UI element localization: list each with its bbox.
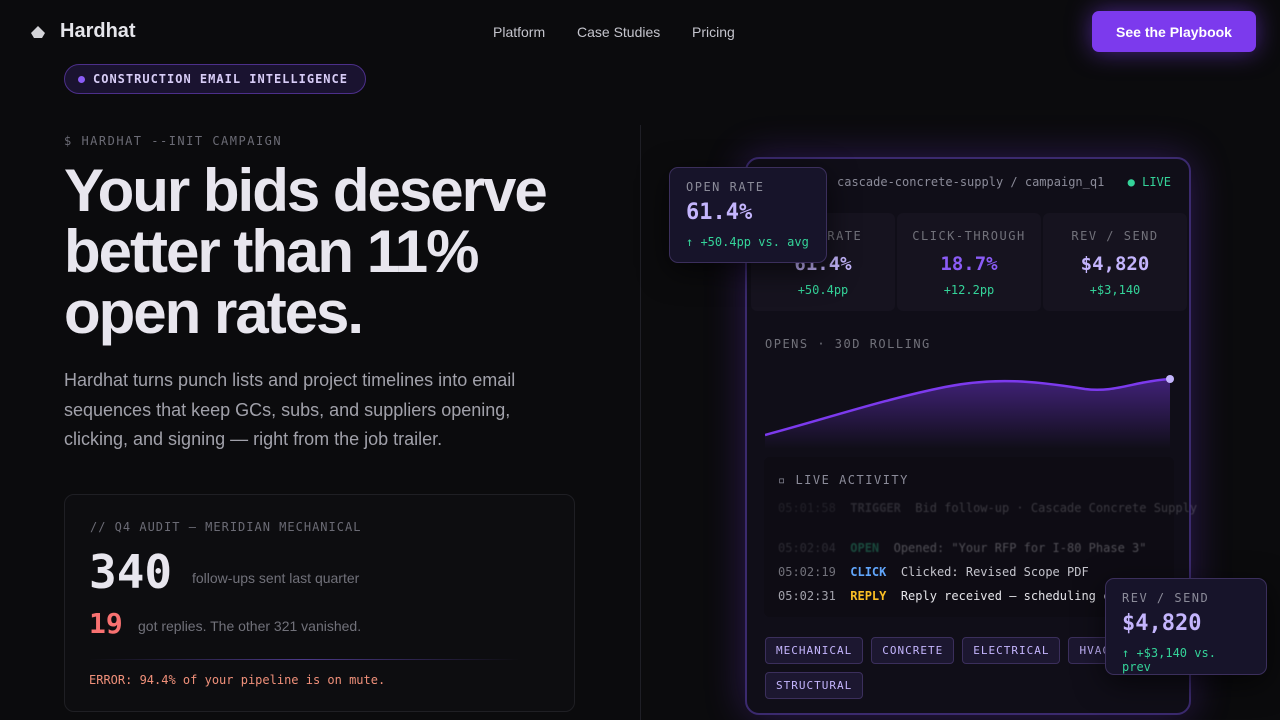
float-delta: ↑ +$3,140 vs. prev [1122, 646, 1216, 674]
metric-delta: +12.2pp [943, 283, 995, 297]
float-label: REV / SEND [1122, 591, 1210, 605]
hero-body: Hardhat turns punch lists and project ti… [64, 370, 516, 449]
event: TRIGGER [850, 501, 901, 515]
tag[interactable]: CONCRETE [871, 637, 955, 664]
headline: Your bids deserve better than 11% open r… [64, 157, 548, 346]
float-card: REV / SEND $4,820 ↑ +$3,140 vs. prev [1105, 578, 1267, 675]
headline-line: better than 11% [64, 218, 479, 285]
activity-panel: ▫ LIVE ACTIVITY 05:01:58 TRIGGER Bid fol… [764, 457, 1197, 617]
detail: Clicked: Revised Scope PDF [900, 565, 1089, 579]
metric-delta: +$3,140 [1089, 283, 1141, 297]
metric-value: 18.7% [940, 253, 998, 275]
activity-row: 05:02:19 CLICK Clicked: Revised Scope PD… [778, 565, 1089, 579]
metric-label: CLICK-THROUGH [912, 229, 1026, 243]
audit-card: // Q4 AUDIT — MERIDIAN MECHANICAL 340 fo… [64, 494, 575, 712]
float-value: $4,820 [1122, 611, 1202, 636]
activity-row: 05:01:58 TRIGGER Bid follow-up · Cascade… [778, 501, 1197, 515]
live-text: LIVE [1142, 175, 1171, 189]
time: 05:01:58 [778, 501, 836, 515]
event: CLICK [850, 565, 887, 579]
tag[interactable]: STRUCTURAL [765, 672, 864, 699]
nav-link[interactable]: Case Studies [577, 24, 661, 40]
float-card: OPEN RATE 61.4% ↑ +50.4pp vs. avg [669, 167, 827, 263]
float-delta: ↑ +50.4pp vs. avg [686, 235, 809, 249]
headline-line: Your bids deserve [64, 157, 548, 224]
nav-link[interactable]: Platform [493, 24, 546, 40]
chart-title: OPENS · 30D ROLLING [765, 337, 931, 351]
metric: REV / SEND $4,820 +$3,140 [1043, 213, 1187, 311]
time: 05:02:31 [778, 589, 836, 603]
brand[interactable]: Hardhat [60, 20, 136, 42]
detail: Opened: "Your RFP for I-80 Phase 3" [893, 541, 1147, 555]
live-status: ● LIVE [1127, 175, 1171, 189]
activity-title: ▫ LIVE ACTIVITY [778, 473, 909, 487]
tag[interactable]: MECHANICAL [765, 637, 864, 664]
logo-icon [31, 26, 45, 38]
dashboard-path: cascade-concrete-supply / campaign_q1 [837, 175, 1105, 189]
metric-label: REV / SEND [1071, 229, 1159, 243]
command: $ HARDHAT --INIT CAMPAIGN [64, 134, 283, 148]
metric-value: $4,820 [1080, 253, 1150, 275]
audit-error: ERROR: 94.4% of your pipeline is on mute… [89, 673, 386, 687]
activity-row: 05:02:04 OPEN Opened: "Your RFP for I-80… [778, 541, 1146, 555]
metric: CLICK-THROUGH 18.7% +12.2pp [897, 213, 1041, 311]
detail: Bid follow-up · Cascade Concrete Supply [915, 501, 1198, 515]
dashboard: cascade-concrete-supply / campaign_q1 ● … [745, 157, 1197, 715]
audit-sent-caption: follow-ups sent last quarter [192, 570, 360, 586]
divider [640, 125, 641, 720]
time: 05:02:19 [778, 565, 836, 579]
audit-label: // Q4 AUDIT — MERIDIAN MECHANICAL [90, 520, 362, 534]
time: 05:02:04 [778, 541, 836, 555]
badge: CONSTRUCTION EMAIL INTELLIGENCE [64, 64, 366, 94]
event: REPLY [850, 589, 887, 603]
nav-link[interactable]: Pricing [692, 24, 735, 40]
cta-button[interactable]: See the Playbook [1092, 11, 1256, 52]
audit-sent: 340 [89, 545, 173, 599]
opens-chart [765, 375, 1174, 449]
tag[interactable]: ELECTRICAL [962, 637, 1061, 664]
metric-delta: +50.4pp [797, 283, 849, 297]
audit-replies: 19 [89, 607, 123, 640]
headline-line: open rates. [64, 279, 364, 346]
activity-title-text: LIVE ACTIVITY [795, 473, 909, 487]
float-value: 61.4% [686, 200, 753, 225]
audit-replies-caption: got replies. The other 321 vanished. [138, 618, 362, 634]
float-label: OPEN RATE [686, 180, 765, 194]
activity-row: 05:02:31 REPLY Reply received — scheduli… [778, 589, 1132, 603]
divider [89, 659, 519, 660]
event: OPEN [850, 541, 880, 555]
detail: Reply received — scheduling call [900, 589, 1133, 603]
